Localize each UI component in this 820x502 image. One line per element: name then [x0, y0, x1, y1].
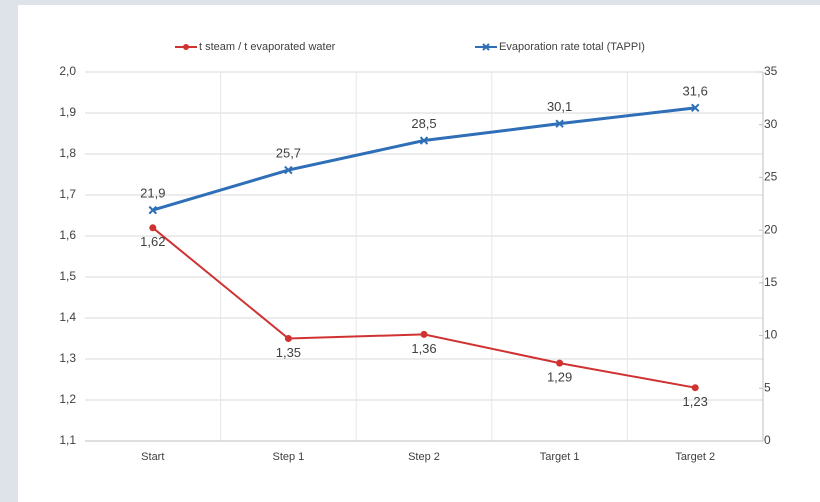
marker	[555, 119, 564, 128]
data-label: 1,35	[276, 345, 301, 360]
y-tick-label: 2,0	[59, 64, 76, 78]
data-label: 31,6	[683, 83, 708, 98]
data-label: 1,36	[411, 341, 436, 356]
y-tick-label: 1,6	[59, 228, 76, 242]
x-tick-label: Target 1	[540, 451, 580, 463]
legend-label: t steam / t evaporated water	[199, 41, 336, 53]
y-tick-label: 1,2	[59, 392, 76, 406]
marker	[419, 136, 429, 145]
marker	[284, 335, 292, 342]
data-label: 30,1	[547, 99, 572, 114]
y2-tick-label: 10	[764, 328, 778, 342]
marker	[284, 165, 293, 175]
legend-marker	[183, 44, 189, 50]
chart-panel	[18, 5, 820, 502]
y2-tick-label: 20	[764, 222, 778, 236]
legend-marker	[482, 43, 490, 51]
y-tick-label: 1,4	[59, 310, 76, 324]
y-tick-label: 1,7	[59, 187, 76, 201]
y2-tick-label: 30	[764, 117, 778, 131]
x-tick-label: Step 1	[272, 451, 304, 463]
data-label: 25,7	[276, 145, 301, 160]
data-label: 21,9	[140, 186, 165, 201]
marker	[148, 205, 158, 215]
marker	[556, 359, 564, 367]
marker	[691, 384, 699, 392]
y-tick-label: 1,5	[59, 269, 76, 283]
marker	[149, 224, 157, 232]
marker	[420, 330, 428, 338]
y2-tick-label: 15	[764, 275, 778, 289]
y-tick-label: 1,8	[59, 146, 76, 160]
data-label: 1,23	[683, 394, 708, 409]
data-label: 1,62	[140, 234, 165, 249]
y2-tick-label: 0	[764, 433, 771, 447]
marker	[690, 103, 700, 113]
x-tick-label: Step 2	[408, 451, 440, 463]
y-tick-label: 1,9	[59, 105, 76, 119]
y2-tick-label: 5	[764, 380, 771, 394]
x-tick-label: Target 2	[675, 451, 715, 463]
data-label: 1,29	[547, 370, 572, 385]
y2-tick-label: 25	[764, 170, 778, 184]
y-tick-label: 1,3	[59, 351, 76, 365]
data-label: 28,5	[411, 116, 436, 131]
legend-label: Evaporation rate total (TAPPI)	[499, 41, 645, 53]
x-tick-label: Start	[141, 451, 164, 463]
y2-tick-label: 35	[764, 64, 778, 78]
y-tick-label: 1,1	[59, 433, 76, 447]
